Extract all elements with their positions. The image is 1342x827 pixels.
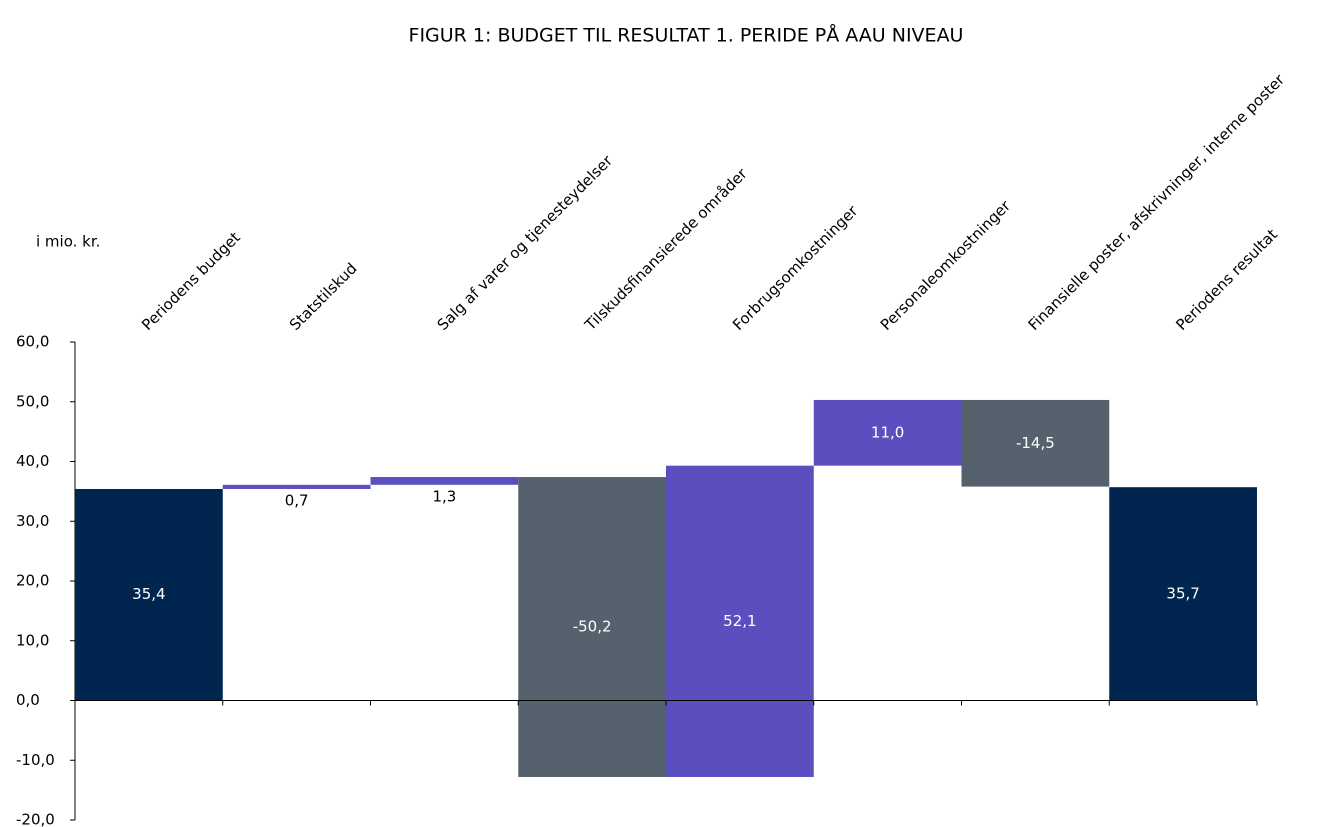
bar [370, 477, 519, 485]
bar [222, 484, 371, 489]
x-tick-label: Periodens resultat [1172, 225, 1281, 334]
x-tick-label: Statstilskud [286, 259, 361, 334]
y-tick-label: 10,0 [16, 631, 49, 649]
y-tick-label: 30,0 [16, 512, 49, 530]
y-axis-label: i mio. kr. [36, 233, 100, 251]
y-tick-label: 50,0 [16, 392, 49, 410]
value-label: 35,7 [1166, 584, 1199, 602]
x-tick-label: Finansielle poster, afskrivninger, inter… [1025, 70, 1289, 334]
y-tick-label: -20,0 [16, 811, 55, 827]
x-tick-label: Forbrugsomkostninger [729, 201, 862, 334]
value-label: 11,0 [871, 423, 904, 441]
chart-title: FIGUR 1: BUDGET TIL RESULTAT 1. PERIDE P… [409, 24, 964, 47]
value-label: -14,5 [1016, 434, 1055, 452]
value-label: 52,1 [723, 612, 756, 630]
value-label: 0,7 [285, 491, 309, 509]
x-tick-label: Periodens budget [138, 228, 244, 334]
y-tick-label: -10,0 [16, 751, 55, 769]
value-label: 1,3 [432, 487, 456, 505]
x-tick-label: Salg af varer og tjenesteydelser [434, 151, 617, 334]
bar [518, 477, 666, 777]
y-tick-label: 40,0 [16, 452, 49, 470]
y-tick-label: 60,0 [16, 333, 49, 351]
bar [666, 465, 814, 777]
bar [1109, 487, 1257, 701]
x-tick-label: Tilskudsfinansierede områder [581, 164, 752, 335]
y-tick-label: 0,0 [16, 691, 40, 709]
value-label: 35,4 [132, 585, 165, 603]
bar [813, 399, 962, 466]
bar [961, 399, 1110, 487]
value-label: -50,2 [573, 618, 612, 636]
bar [75, 488, 223, 701]
x-tick-label: Personaleomkostninger [877, 196, 1015, 334]
y-tick-label: 20,0 [16, 572, 49, 590]
